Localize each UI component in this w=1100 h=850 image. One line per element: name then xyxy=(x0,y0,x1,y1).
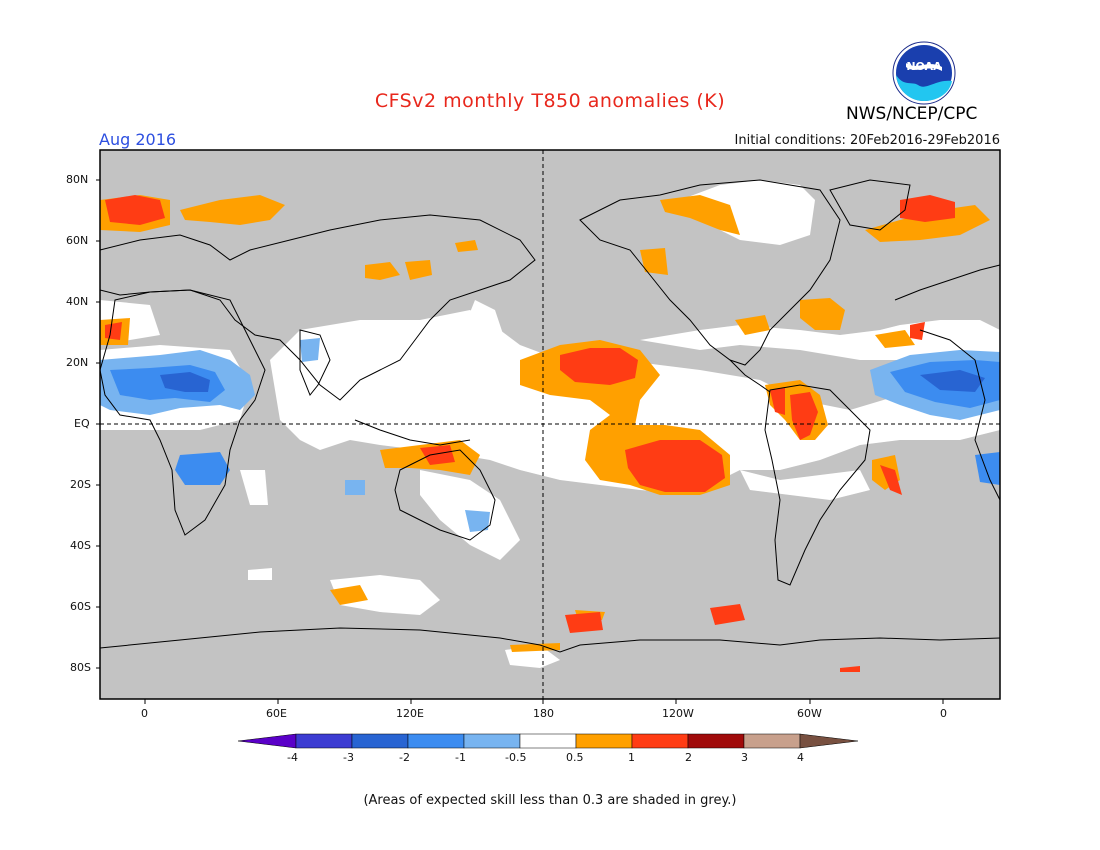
colorbar-label: -1 xyxy=(455,751,466,764)
colorbar-left-arrow xyxy=(238,733,297,749)
lat-label: 40S xyxy=(70,539,91,552)
colorbar-label: 3 xyxy=(741,751,748,764)
colorbar-label: -4 xyxy=(287,751,298,764)
lon-label: 120E xyxy=(396,707,424,720)
coastlines xyxy=(99,179,1001,653)
colorbar-right-arrow xyxy=(799,733,859,749)
anomaly-map xyxy=(96,149,1001,704)
lon-label: 0 xyxy=(940,707,947,720)
colorbar-label: -2 xyxy=(399,751,410,764)
colorbar-segment xyxy=(743,733,801,749)
noaa-logo: NOAA xyxy=(892,41,956,105)
colorbar-segment xyxy=(407,733,465,749)
colorbar-segment xyxy=(687,733,745,749)
lon-label: 60E xyxy=(266,707,287,720)
colorbar-segment xyxy=(295,733,353,749)
lat-label: 20N xyxy=(66,356,89,369)
lat-label: 60S xyxy=(70,600,91,613)
colorbar-label: -3 xyxy=(343,751,354,764)
lon-label: 180 xyxy=(533,707,554,720)
forecast-month: Aug 2016 xyxy=(99,130,177,149)
lon-label: 120W xyxy=(662,707,694,720)
lat-label: 20S xyxy=(70,478,91,491)
colorbar-segment xyxy=(519,733,577,749)
footnote: (Areas of expected skill less than 0.3 a… xyxy=(363,793,737,808)
axis-ticks xyxy=(96,179,944,704)
colorbar-label: 4 xyxy=(797,751,804,764)
lat-label: 40N xyxy=(66,295,89,308)
lat-label: 80N xyxy=(66,173,89,186)
lat-label: EQ xyxy=(74,417,90,430)
logo-text: NOAA xyxy=(906,60,942,73)
negative-anomaly-regions xyxy=(100,338,1000,532)
colorbar-segment xyxy=(463,733,521,749)
lat-label: 80S xyxy=(70,661,91,674)
colorbar-label: 0.5 xyxy=(566,751,584,764)
colorbar-segment xyxy=(575,733,633,749)
colorbar-label: 1 xyxy=(628,751,635,764)
colorbar-label: -0.5 xyxy=(505,751,527,764)
lon-label: 0 xyxy=(141,707,148,720)
strong-positive-anomaly-regions xyxy=(105,195,955,672)
colorbar xyxy=(238,733,859,749)
lon-label: 60W xyxy=(797,707,822,720)
colorbar-segment xyxy=(351,733,409,749)
colorbar-label: 2 xyxy=(685,751,692,764)
initial-conditions: Initial conditions: 20Feb2016-29Feb2016 xyxy=(734,133,1000,148)
agency-label: NWS/NCEP/CPC xyxy=(846,104,978,124)
colorbar-segment xyxy=(631,733,689,749)
chart-title: CFSv2 monthly T850 anomalies (K) xyxy=(374,90,726,112)
lat-label: 60N xyxy=(66,234,89,247)
